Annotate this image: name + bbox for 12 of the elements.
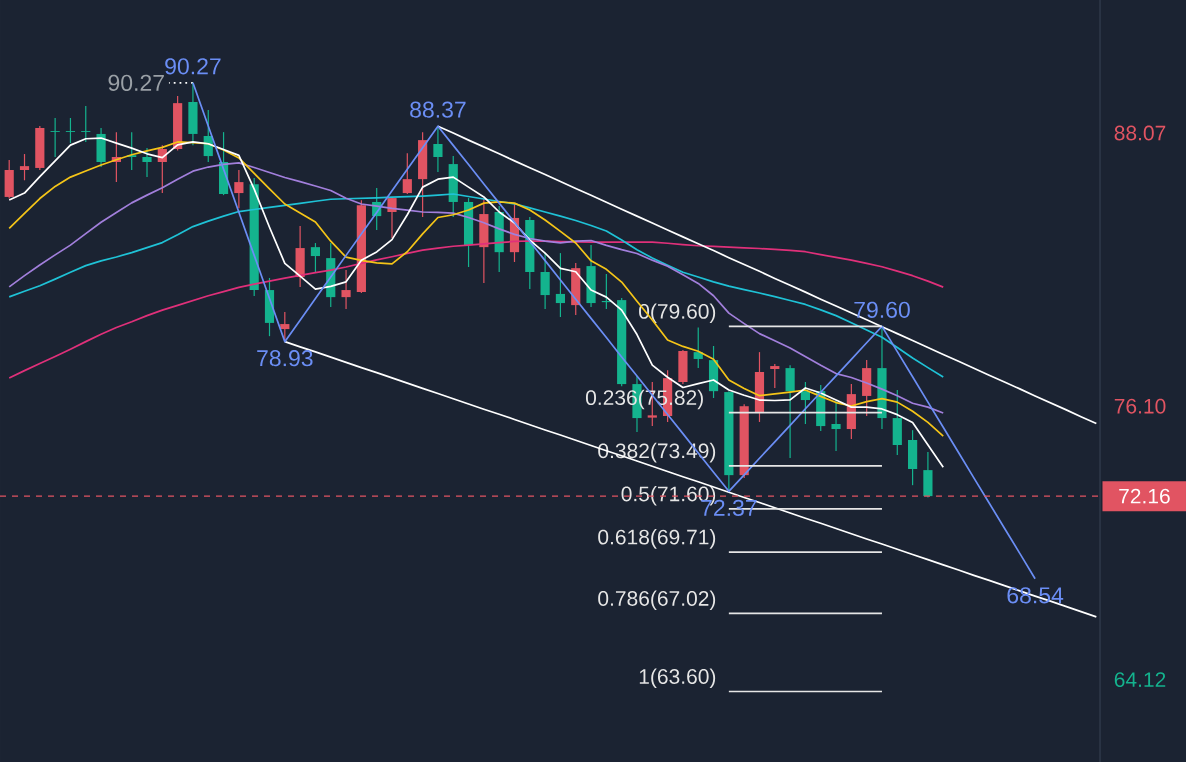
y-tick-label: 64.12: [1114, 672, 1166, 688]
annotation: 90.27: [108, 74, 164, 91]
data-label: 90.27: [165, 58, 221, 75]
data-label: 88.37: [410, 101, 466, 118]
data-label: 78.93: [257, 350, 313, 367]
data-label: 0.618(69.71): [598, 529, 716, 549]
data-label: 1(63.60): [639, 668, 716, 689]
ref-line-label: 72.16: [1119, 488, 1170, 504]
y-tick-label: 88.07: [1114, 125, 1166, 141]
data-label: 79.60: [854, 301, 910, 318]
y-tick-label: 76.10: [1114, 398, 1166, 414]
data-label: 0.786(67.02): [598, 590, 716, 611]
